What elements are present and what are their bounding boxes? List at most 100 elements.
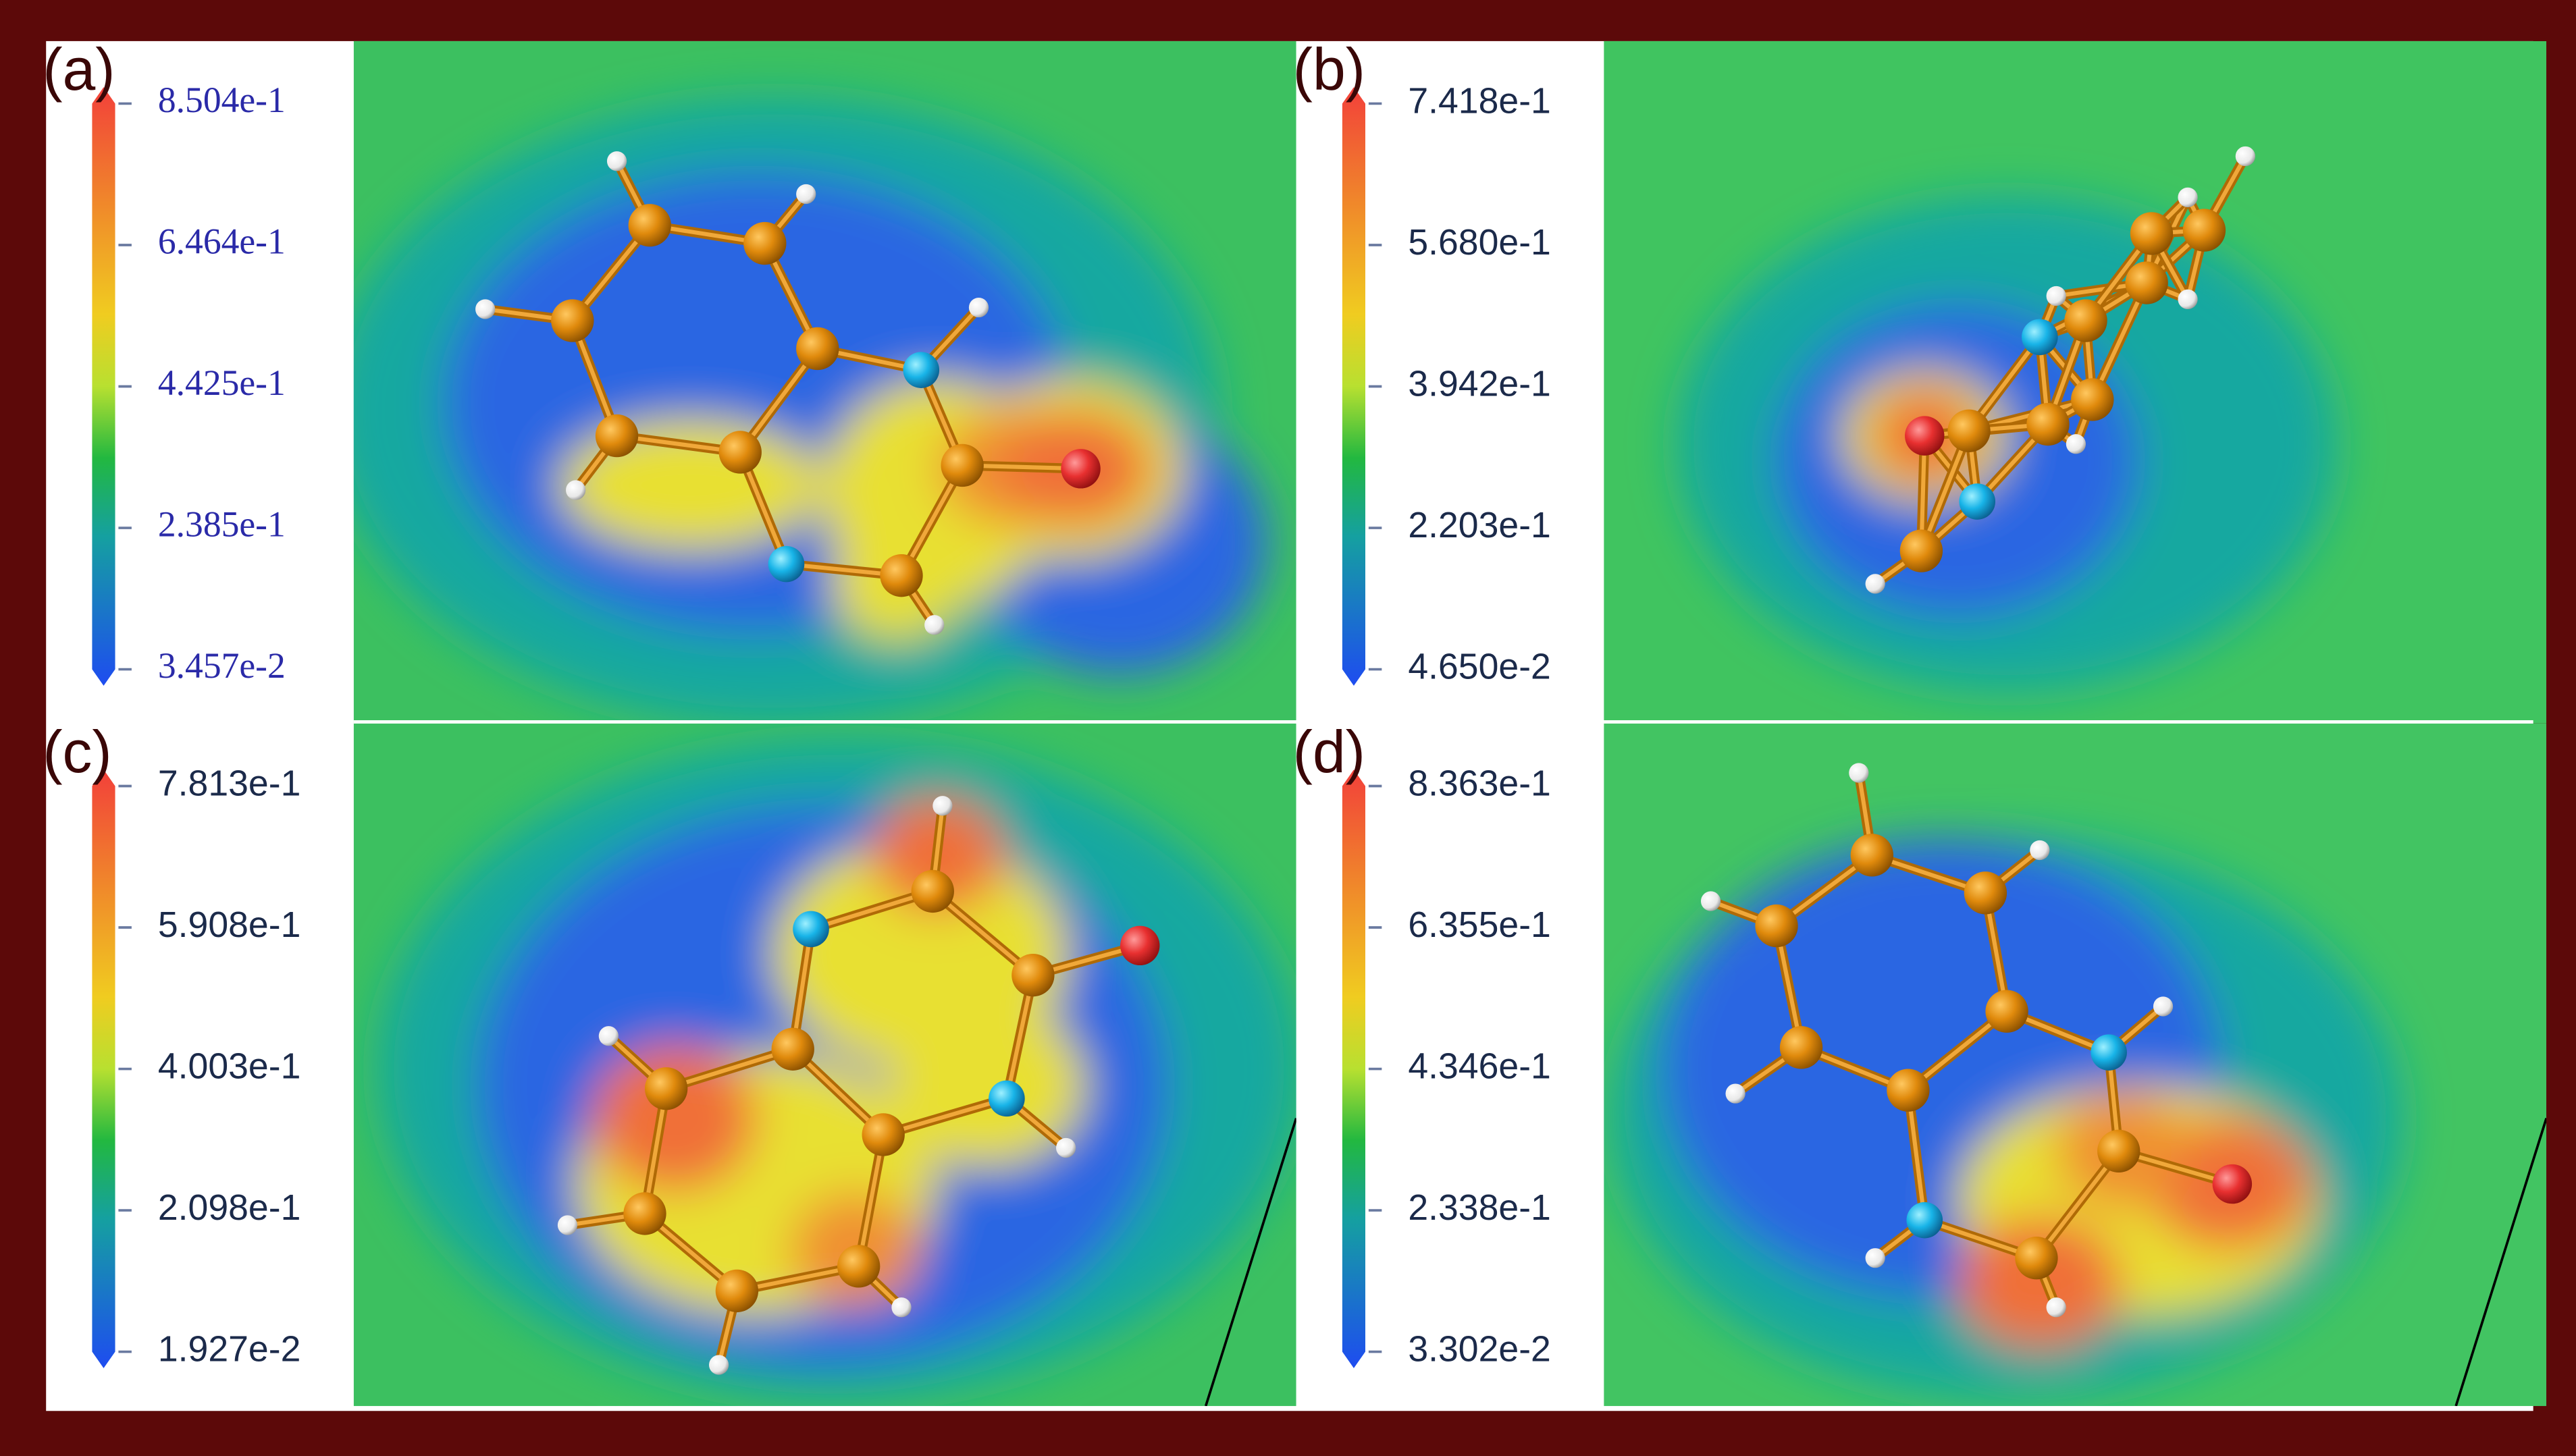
colorbar xyxy=(92,770,115,1368)
map-region xyxy=(592,1044,757,1193)
bond-highlight xyxy=(665,1047,794,1091)
panel: 7.813e-1 5.908e-1 4.003e-1 2.098e-1 1.927e-2… xyxy=(43,719,1296,1406)
bond-highlight xyxy=(856,1134,886,1267)
atom xyxy=(1779,1026,1823,1069)
colorbar-tick-label: 3.457e-2 xyxy=(158,645,286,686)
colorbar xyxy=(1342,87,1365,686)
bond-highlight xyxy=(1905,1089,1927,1221)
atom xyxy=(2097,1129,2140,1173)
atom xyxy=(557,1215,578,1235)
colorbar-tick-label: 8.363e-1 xyxy=(1408,763,1551,804)
colorbar-tick-label: 4.003e-1 xyxy=(158,1046,301,1087)
atom xyxy=(2022,319,2058,356)
bond-highlight xyxy=(738,347,820,454)
atom xyxy=(1865,1248,1885,1268)
atom xyxy=(1056,1137,1076,1158)
panel-label: (d) xyxy=(1293,719,1365,785)
map-blobs xyxy=(1612,838,2402,1398)
bond-highlight xyxy=(1919,430,1971,552)
atom xyxy=(1964,871,2007,915)
atom xyxy=(598,1026,619,1046)
atom xyxy=(2235,146,2255,167)
atom xyxy=(2066,434,2086,454)
colorbar-tick-label: 3.302e-2 xyxy=(1408,1329,1551,1370)
atom xyxy=(1865,574,1885,594)
atom xyxy=(2178,289,2198,310)
atom xyxy=(2046,1297,2066,1318)
contour-map xyxy=(353,41,1296,724)
atom xyxy=(1011,953,1055,997)
colorbar-tick-label: 6.464e-1 xyxy=(158,221,286,261)
atom xyxy=(2212,1164,2253,1204)
plane-edge xyxy=(2454,1118,2547,1406)
plane-edge xyxy=(1204,1118,1296,1406)
colorbar-tick-label: 5.680e-1 xyxy=(1408,222,1551,263)
colorbar-tick-label: 2.338e-1 xyxy=(1408,1187,1551,1228)
bond-highlight xyxy=(883,1096,1007,1137)
colorbar-tick-label: 4.346e-1 xyxy=(1408,1046,1551,1087)
colorbar-tick-label: 2.098e-1 xyxy=(158,1187,301,1228)
atom xyxy=(551,299,594,342)
atom xyxy=(891,1297,912,1318)
atom xyxy=(2071,378,2114,421)
colorbar xyxy=(92,87,115,686)
atom xyxy=(2046,286,2066,306)
atom xyxy=(2015,1237,2058,1280)
colorbar-tick-label: 1.927e-2 xyxy=(158,1329,301,1370)
atom xyxy=(1700,891,1721,911)
atom xyxy=(989,1080,1025,1117)
atom xyxy=(1725,1083,1745,1104)
atom xyxy=(796,184,816,205)
atom xyxy=(2153,996,2174,1017)
atom xyxy=(903,352,940,388)
atom xyxy=(968,297,989,318)
atom xyxy=(606,151,627,171)
atom xyxy=(2130,212,2174,255)
atom xyxy=(2182,209,2226,252)
colorbar-tick-label: 2.203e-1 xyxy=(1408,505,1551,545)
atom xyxy=(715,1269,759,1313)
map-blobs xyxy=(378,740,1296,1398)
atom xyxy=(1849,763,1869,783)
colorbar-tick-label: 4.650e-2 xyxy=(1408,647,1551,687)
atom xyxy=(2064,299,2107,342)
colorbar-tick-label: 4.425e-1 xyxy=(158,362,286,403)
atom xyxy=(2091,1034,2127,1071)
colorbar-tick-label: 3.942e-1 xyxy=(1408,364,1551,404)
bond-highlight xyxy=(2091,281,2149,401)
atom xyxy=(1755,904,1798,948)
atom xyxy=(718,431,762,474)
atom xyxy=(1887,1069,1930,1112)
panel: 8.504e-1 6.464e-1 4.425e-1 2.385e-1 3.457e-2… xyxy=(43,36,1296,724)
colorbar-tick-label: 6.355e-1 xyxy=(1408,905,1551,945)
colorbar-tick-label: 2.385e-1 xyxy=(158,504,286,544)
contour-map xyxy=(1604,723,2547,1406)
atom xyxy=(1959,483,1996,520)
atom xyxy=(837,1245,880,1288)
atom xyxy=(1850,834,1894,877)
atom xyxy=(628,204,671,247)
panel-label: (c) xyxy=(43,719,111,785)
atom xyxy=(2178,187,2198,207)
atom xyxy=(768,545,805,583)
atom xyxy=(475,299,496,319)
atom xyxy=(1899,529,1943,572)
panel: 7.418e-1 5.680e-1 3.942e-1 2.203e-1 4.650e-2… xyxy=(1293,36,2547,724)
contour-map xyxy=(1604,41,2547,724)
atom xyxy=(2125,261,2168,304)
colorbar-tick-label: 5.908e-1 xyxy=(158,905,301,945)
atom xyxy=(2026,402,2070,446)
bond-highlight xyxy=(931,890,1034,977)
atom xyxy=(743,221,787,265)
map-blobs xyxy=(1677,197,2336,691)
atom xyxy=(880,554,923,597)
bond-highlight xyxy=(2034,1150,2121,1260)
atom xyxy=(1985,990,2028,1033)
atom xyxy=(941,443,984,487)
atom xyxy=(644,1067,688,1110)
panel-label: (a) xyxy=(43,36,115,103)
colorbar-tick-label: 7.418e-1 xyxy=(1408,81,1551,122)
atom xyxy=(932,796,953,816)
atom xyxy=(1947,409,1991,452)
contour-map xyxy=(353,723,1296,1406)
